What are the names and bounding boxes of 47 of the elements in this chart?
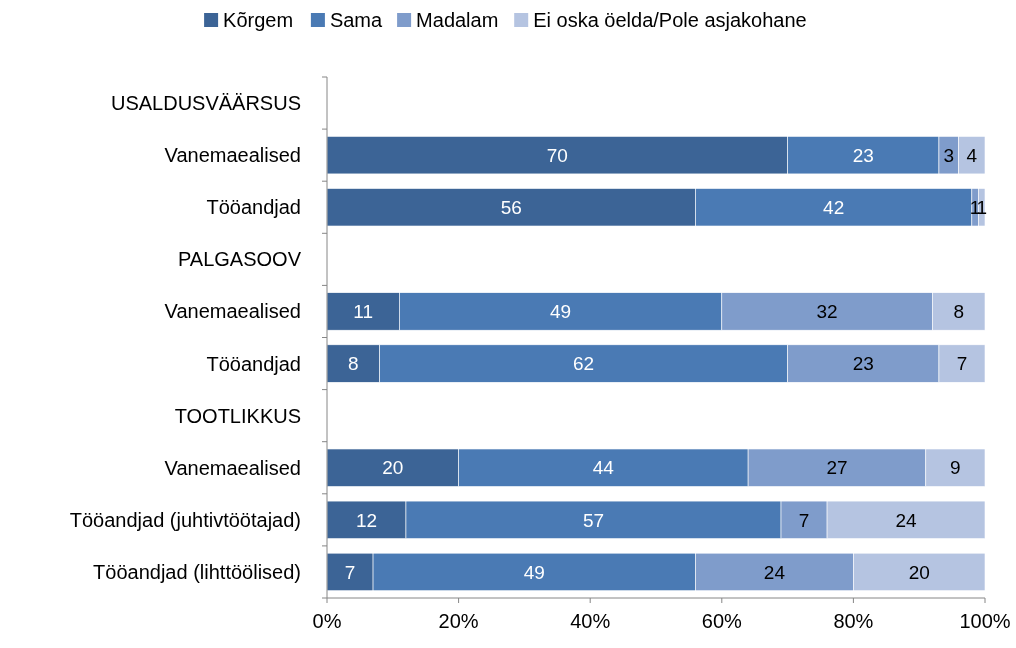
data-label: 32 <box>816 301 838 323</box>
data-label: 56 <box>500 196 522 218</box>
data-label: 49 <box>523 561 545 583</box>
data-label: 7 <box>798 509 810 531</box>
data-label: 9 <box>950 457 961 479</box>
y-tick-label: PALGASOOV <box>177 248 302 271</box>
data-label: 12 <box>355 509 378 531</box>
y-tick-label: Tööandjad <box>206 352 301 375</box>
data-label: 23 <box>852 144 874 166</box>
data-label: 70 <box>546 144 568 166</box>
data-label: 3 <box>943 144 955 166</box>
data-label: 23 <box>852 353 874 375</box>
x-tick-label: 80% <box>833 610 874 632</box>
data-label: 24 <box>895 509 918 531</box>
data-label: 42 <box>823 196 845 218</box>
data-label: 4 <box>966 144 978 166</box>
data-label: 11 <box>353 301 374 323</box>
data-label: 44 <box>592 457 615 479</box>
data-label: 49 <box>550 301 572 323</box>
data-label: 20 <box>908 561 930 583</box>
y-tick-label: Tööandjad (juhtivtöötajad) <box>69 508 301 531</box>
data-label: 20 <box>382 457 404 479</box>
data-label: 27 <box>826 457 848 479</box>
y-tick-label: Vanemaealised <box>164 456 301 479</box>
data-label: 7 <box>344 561 356 583</box>
legend-label: Ei oska öelda/Pole asjakohane <box>533 9 807 31</box>
y-tick-label: TOOTLIKKUS <box>174 404 301 427</box>
data-label: 1 <box>969 196 981 218</box>
x-tick-label: 60% <box>701 610 743 632</box>
data-label: 57 <box>582 509 605 531</box>
x-tick-label: 20% <box>438 610 479 632</box>
x-tick-label: 0% <box>312 610 342 632</box>
legend-label: Madalam <box>416 9 499 31</box>
x-tick-label: 40% <box>570 610 611 632</box>
y-tick-label: Vanemaealised <box>164 300 301 323</box>
data-label: 8 <box>953 301 964 323</box>
data-label: 8 <box>348 353 359 375</box>
y-tick-label: Tööandjad (lihttöölised) <box>93 560 301 583</box>
y-tick-label: Vanemaealised <box>164 144 301 167</box>
y-tick-label: Tööandjad <box>206 196 301 219</box>
legend-label: Sama <box>329 9 384 31</box>
data-label: 7 <box>956 353 968 375</box>
data-label: 24 <box>763 561 786 583</box>
y-tick-label: USALDUSVÄÄRSUS <box>110 92 301 115</box>
x-tick-label: 100% <box>959 610 1011 632</box>
data-label: 62 <box>573 353 595 375</box>
legend-label: Kõrgem <box>223 9 294 31</box>
